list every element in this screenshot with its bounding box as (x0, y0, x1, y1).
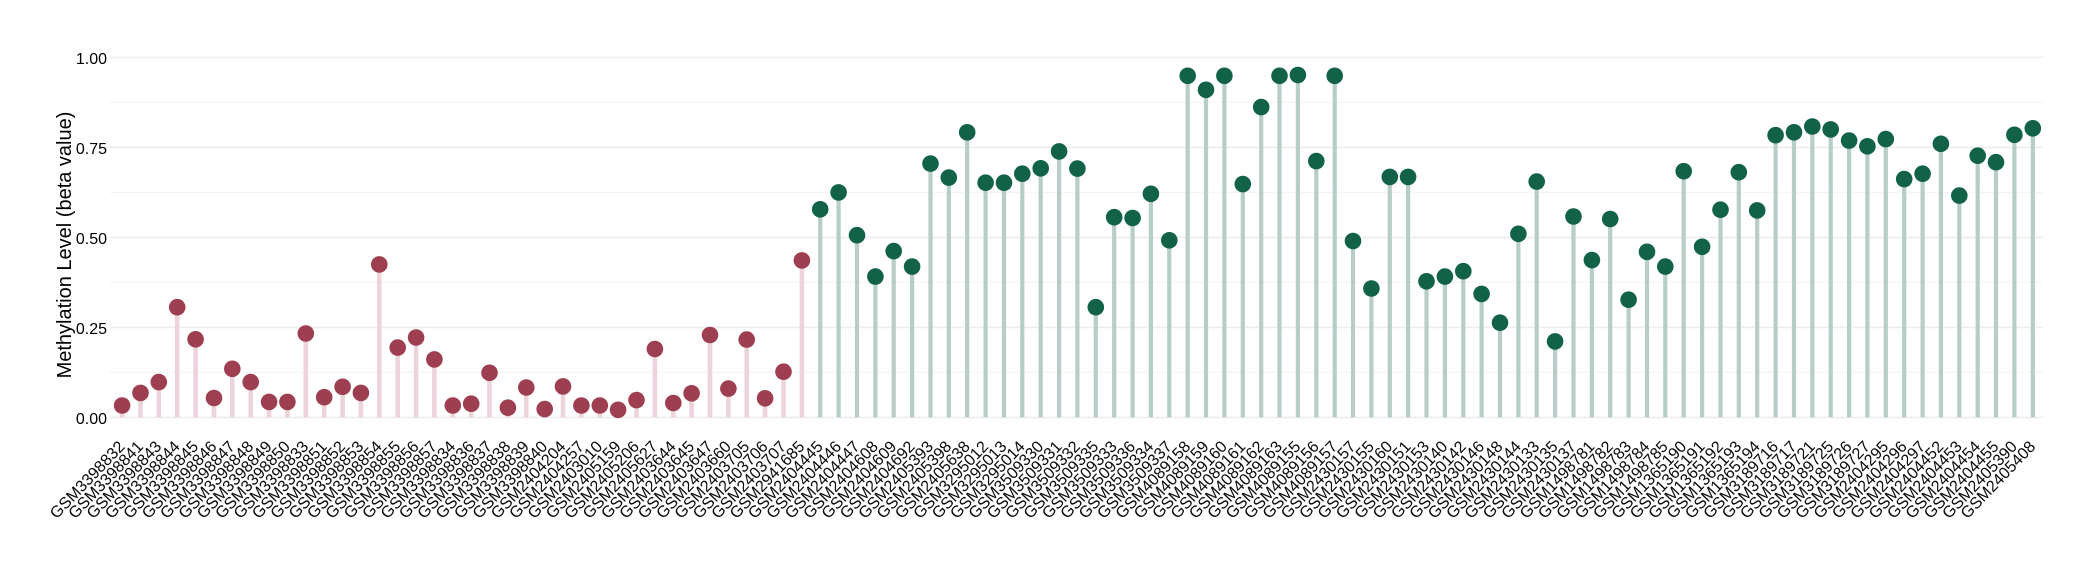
svg-text:0.25: 0.25 (76, 321, 107, 338)
svg-text:Methylation Level (beta value): Methylation Level (beta value) (54, 112, 76, 379)
svg-text:0.50: 0.50 (76, 231, 107, 248)
svg-text:1.00: 1.00 (76, 51, 107, 68)
svg-text:0.00: 0.00 (76, 411, 107, 428)
svg-text:0.75: 0.75 (76, 141, 107, 158)
